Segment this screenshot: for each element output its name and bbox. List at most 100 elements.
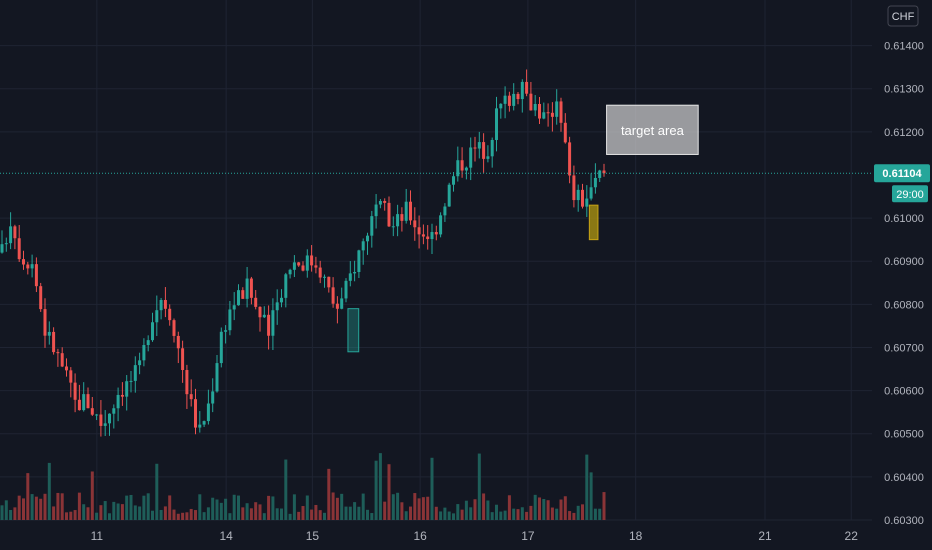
candle-body[interactable] (142, 345, 146, 361)
candle-body[interactable] (589, 187, 593, 199)
candle-body[interactable] (516, 93, 520, 100)
candle-body[interactable] (576, 189, 580, 201)
candle-body[interactable] (400, 214, 404, 221)
candle-body[interactable] (237, 290, 240, 306)
candle-body[interactable] (163, 299, 167, 309)
candle-body[interactable] (340, 298, 344, 309)
candle-body[interactable] (529, 93, 533, 111)
candle-body[interactable] (280, 297, 283, 303)
candle-body[interactable] (258, 306, 262, 318)
candle-body[interactable] (90, 408, 94, 415)
candle-body[interactable] (585, 198, 589, 207)
candle-body[interactable] (503, 95, 507, 104)
candle-body[interactable] (434, 232, 438, 235)
candle-body[interactable] (133, 365, 137, 381)
candle-body[interactable] (378, 200, 382, 205)
target-area-box[interactable] (606, 104, 699, 155)
target-area-annotation[interactable]: target area (606, 104, 699, 155)
candle-body[interactable] (525, 81, 529, 94)
candle-body[interactable] (409, 201, 412, 221)
candle-body[interactable] (426, 236, 430, 240)
candle-body[interactable] (249, 278, 253, 298)
candle-body[interactable] (344, 280, 348, 299)
candle-body[interactable] (456, 160, 460, 177)
candle-body[interactable] (99, 414, 103, 426)
candle-body[interactable] (335, 303, 339, 309)
candle-body[interactable] (370, 216, 374, 236)
candle-body[interactable] (211, 391, 215, 404)
candle-body[interactable] (138, 360, 142, 366)
candle-body[interactable] (86, 394, 90, 409)
candle-body[interactable] (310, 255, 314, 266)
candle-body[interactable] (202, 421, 206, 425)
candle-body[interactable] (267, 314, 271, 336)
candle-body[interactable] (361, 241, 365, 251)
candle-body[interactable] (215, 363, 219, 392)
candle-body[interactable] (305, 255, 309, 271)
candle-body[interactable] (314, 265, 318, 268)
candle-body[interactable] (56, 352, 60, 354)
candle-body[interactable] (185, 370, 189, 395)
price-axis[interactable]: 0.61400 0.61300 0.61200 0.61000 0.60900 0.608… (884, 41, 924, 527)
candle-body[interactable] (366, 235, 369, 242)
candle-body[interactable] (288, 269, 292, 275)
candle-body[interactable] (232, 305, 236, 310)
candle-body[interactable] (477, 142, 481, 149)
candle-body[interactable] (404, 201, 408, 221)
candle-body[interactable] (572, 175, 576, 201)
candle-body[interactable] (563, 122, 567, 143)
candle-body[interactable] (17, 238, 21, 260)
candle-body[interactable] (13, 226, 17, 239)
candle-body[interactable] (112, 408, 116, 414)
candle-body[interactable] (396, 214, 400, 227)
candle-body[interactable] (443, 206, 447, 216)
candle-body[interactable] (189, 394, 193, 400)
candle-body[interactable] (383, 200, 387, 203)
candle-body[interactable] (520, 81, 524, 100)
candle-body[interactable] (116, 394, 120, 409)
candle-body[interactable] (507, 95, 511, 106)
candle-body[interactable] (499, 103, 503, 109)
candle-body[interactable] (301, 265, 305, 271)
candle-body[interactable] (65, 366, 68, 371)
candle-body[interactable] (542, 112, 546, 119)
candle-body[interactable] (538, 103, 541, 119)
candle-body[interactable] (327, 276, 331, 288)
candle-body[interactable] (181, 348, 185, 371)
candle-body[interactable] (146, 340, 150, 346)
candle-body[interactable] (348, 273, 352, 281)
candle-body[interactable] (602, 170, 606, 174)
candle-body[interactable] (69, 370, 73, 383)
candle-body[interactable] (129, 380, 133, 382)
candle-body[interactable] (228, 309, 232, 331)
candle-body[interactable] (241, 290, 245, 299)
candle-body[interactable] (292, 262, 296, 270)
candle-body[interactable] (245, 278, 249, 299)
candle-body[interactable] (593, 177, 597, 188)
currency-badge[interactable]: CHF (887, 5, 919, 27)
candle-body[interactable] (323, 276, 326, 278)
candle-body[interactable] (95, 414, 99, 416)
candle-body[interactable] (482, 142, 486, 159)
candle-body[interactable] (490, 139, 494, 157)
candle-body[interactable] (284, 274, 288, 298)
candle-body[interactable] (447, 184, 451, 207)
candle-body[interactable] (30, 264, 34, 269)
candle-body[interactable] (159, 299, 163, 311)
candle-body[interactable] (262, 314, 266, 318)
candle-body[interactable] (413, 220, 417, 228)
candle-body[interactable] (391, 226, 395, 228)
candle-body[interactable] (151, 322, 154, 341)
candle-body[interactable] (533, 103, 537, 111)
candle-body[interactable] (43, 309, 47, 336)
candle-body[interactable] (430, 232, 434, 240)
candle-body[interactable] (0, 244, 4, 253)
candle-body[interactable] (559, 101, 563, 123)
candle-body[interactable] (254, 297, 258, 307)
candle-body[interactable] (357, 250, 361, 273)
candle-body[interactable] (34, 264, 38, 287)
candle-body[interactable] (52, 331, 56, 353)
candle-body[interactable] (464, 167, 468, 171)
candle-body[interactable] (125, 381, 129, 397)
